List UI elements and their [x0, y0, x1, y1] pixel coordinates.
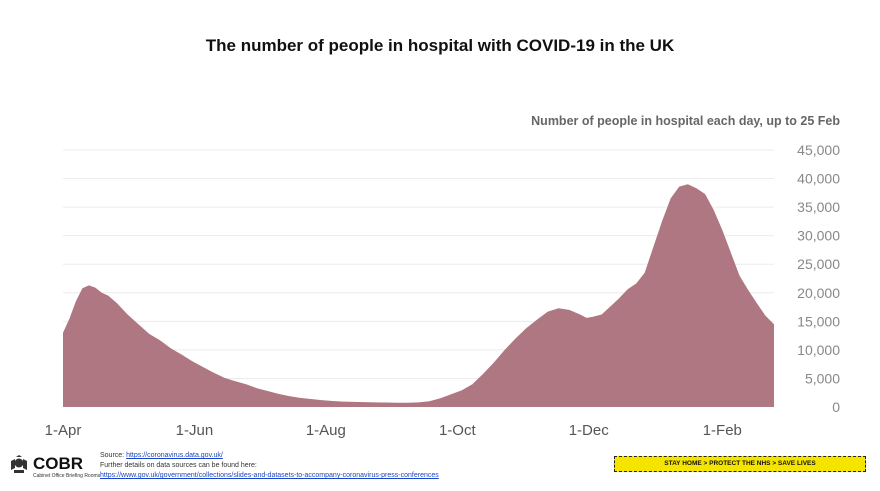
y-tick-label: 20,000 [797, 285, 840, 301]
source-notes: Source: https://coronavirus.data.gov.uk/… [100, 451, 439, 481]
x-tick-label: 1-Apr [45, 422, 82, 439]
y-tick-label: 45,000 [797, 142, 840, 158]
y-tick-label: 40,000 [797, 171, 840, 187]
x-tick-label: 1-Feb [703, 422, 742, 439]
royal-crest-icon [11, 455, 27, 473]
x-tick-label: 1-Aug [306, 422, 346, 439]
details-link[interactable]: https://www.gov.uk/government/collection… [100, 472, 439, 479]
cobr-logo: COBR Cabinet Office Briefing Rooms [8, 455, 100, 479]
y-tick-label: 35,000 [797, 199, 840, 215]
x-axis: 1-Apr 1-Jun 1-Aug 1-Oct 1-Dec 1-Feb [45, 422, 742, 439]
y-tick-label: 30,000 [797, 228, 840, 244]
source-line: Source: https://coronavirus.data.gov.uk/ [100, 451, 439, 461]
x-tick-label: 1-Oct [439, 422, 477, 439]
logo-subtitle: Cabinet Office Briefing Rooms [33, 473, 101, 479]
details-text: Further details on data sources can be f… [100, 462, 257, 469]
stay-home-banner: STAY HOME > PROTECT THE NHS > SAVE LIVES [614, 456, 866, 472]
y-tick-label: 5,000 [805, 370, 840, 386]
y-tick-label: 15,000 [797, 313, 840, 329]
chart-title: The number of people in hospital with CO… [205, 36, 675, 55]
y-tick-label: 10,000 [797, 342, 840, 358]
chart-subtitle: Number of people in hospital each day, u… [531, 114, 840, 128]
y-tick-label: 25,000 [797, 256, 840, 272]
y-tick-label: 0 [832, 399, 840, 415]
logo-name: COBR [33, 454, 84, 473]
y-axis: 0 5,000 10,000 15,000 20,000 25,000 30,000 35,0… [797, 142, 840, 415]
source-link[interactable]: https://coronavirus.data.gov.uk/ [126, 452, 223, 459]
x-tick-label: 1-Dec [569, 422, 610, 439]
source-label: Source: [100, 452, 127, 459]
hospital-area-series [63, 184, 774, 407]
x-tick-label: 1-Jun [176, 422, 214, 439]
